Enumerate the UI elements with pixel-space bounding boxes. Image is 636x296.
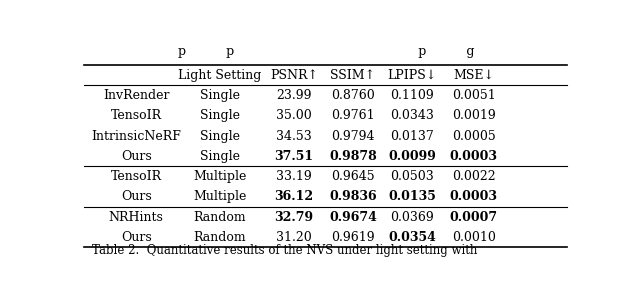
Text: 33.19: 33.19 bbox=[276, 170, 312, 183]
Text: 0.0051: 0.0051 bbox=[452, 89, 495, 102]
Text: LPIPS↓: LPIPS↓ bbox=[387, 69, 437, 82]
Text: SSIM↑: SSIM↑ bbox=[331, 69, 376, 82]
Text: 0.9761: 0.9761 bbox=[331, 109, 375, 122]
Text: 32.79: 32.79 bbox=[274, 210, 314, 223]
Text: Light Setting: Light Setting bbox=[178, 69, 261, 82]
Text: 0.0005: 0.0005 bbox=[452, 130, 495, 143]
Text: 0.0137: 0.0137 bbox=[391, 130, 434, 143]
Text: 0.0135: 0.0135 bbox=[388, 190, 436, 203]
Text: Multiple: Multiple bbox=[193, 190, 247, 203]
Text: NRHints: NRHints bbox=[109, 210, 163, 223]
Text: 0.0369: 0.0369 bbox=[391, 210, 434, 223]
Text: 0.0354: 0.0354 bbox=[388, 231, 436, 244]
Text: 0.0007: 0.0007 bbox=[450, 210, 498, 223]
Text: Multiple: Multiple bbox=[193, 170, 247, 183]
Text: 0.0099: 0.0099 bbox=[388, 150, 436, 163]
Text: IntrinsicNeRF: IntrinsicNeRF bbox=[91, 130, 181, 143]
Text: 0.8760: 0.8760 bbox=[331, 89, 375, 102]
Text: Single: Single bbox=[200, 150, 240, 163]
Text: 0.0343: 0.0343 bbox=[391, 109, 434, 122]
Text: 23.99: 23.99 bbox=[276, 89, 312, 102]
Text: 35.00: 35.00 bbox=[276, 109, 312, 122]
Text: Random: Random bbox=[194, 210, 246, 223]
Text: InvRender: InvRender bbox=[103, 89, 169, 102]
Text: Ours: Ours bbox=[121, 150, 151, 163]
Text: MSE↓: MSE↓ bbox=[453, 69, 494, 82]
Text: Single: Single bbox=[200, 130, 240, 143]
Text: 0.1109: 0.1109 bbox=[391, 89, 434, 102]
Text: 0.9878: 0.9878 bbox=[329, 150, 377, 163]
Text: 36.12: 36.12 bbox=[274, 190, 314, 203]
Text: 0.0010: 0.0010 bbox=[452, 231, 495, 244]
Text: PSNR↑: PSNR↑ bbox=[270, 69, 318, 82]
Text: 31.20: 31.20 bbox=[276, 231, 312, 244]
Text: 0.9836: 0.9836 bbox=[329, 190, 377, 203]
Text: 0.9674: 0.9674 bbox=[329, 210, 377, 223]
Text: Ours: Ours bbox=[121, 231, 151, 244]
Text: Table 2.  Quantitative results of the NVS under light setting with: Table 2. Quantitative results of the NVS… bbox=[92, 244, 477, 257]
Text: 0.0503: 0.0503 bbox=[391, 170, 434, 183]
Text: 0.9619: 0.9619 bbox=[331, 231, 375, 244]
Text: 0.0003: 0.0003 bbox=[450, 150, 498, 163]
Text: TensoIR: TensoIR bbox=[111, 170, 162, 183]
Text: TensoIR: TensoIR bbox=[111, 109, 162, 122]
Text: Random: Random bbox=[194, 231, 246, 244]
Text: p          p                                              p          g: p p p g bbox=[177, 45, 474, 58]
Text: 0.9645: 0.9645 bbox=[331, 170, 375, 183]
Text: 34.53: 34.53 bbox=[276, 130, 312, 143]
Text: 0.0022: 0.0022 bbox=[452, 170, 495, 183]
Text: 37.51: 37.51 bbox=[274, 150, 314, 163]
Text: Single: Single bbox=[200, 109, 240, 122]
Text: Single: Single bbox=[200, 89, 240, 102]
Text: 0.9794: 0.9794 bbox=[331, 130, 375, 143]
Text: 0.0019: 0.0019 bbox=[452, 109, 495, 122]
Text: 0.0003: 0.0003 bbox=[450, 190, 498, 203]
Text: Ours: Ours bbox=[121, 190, 151, 203]
